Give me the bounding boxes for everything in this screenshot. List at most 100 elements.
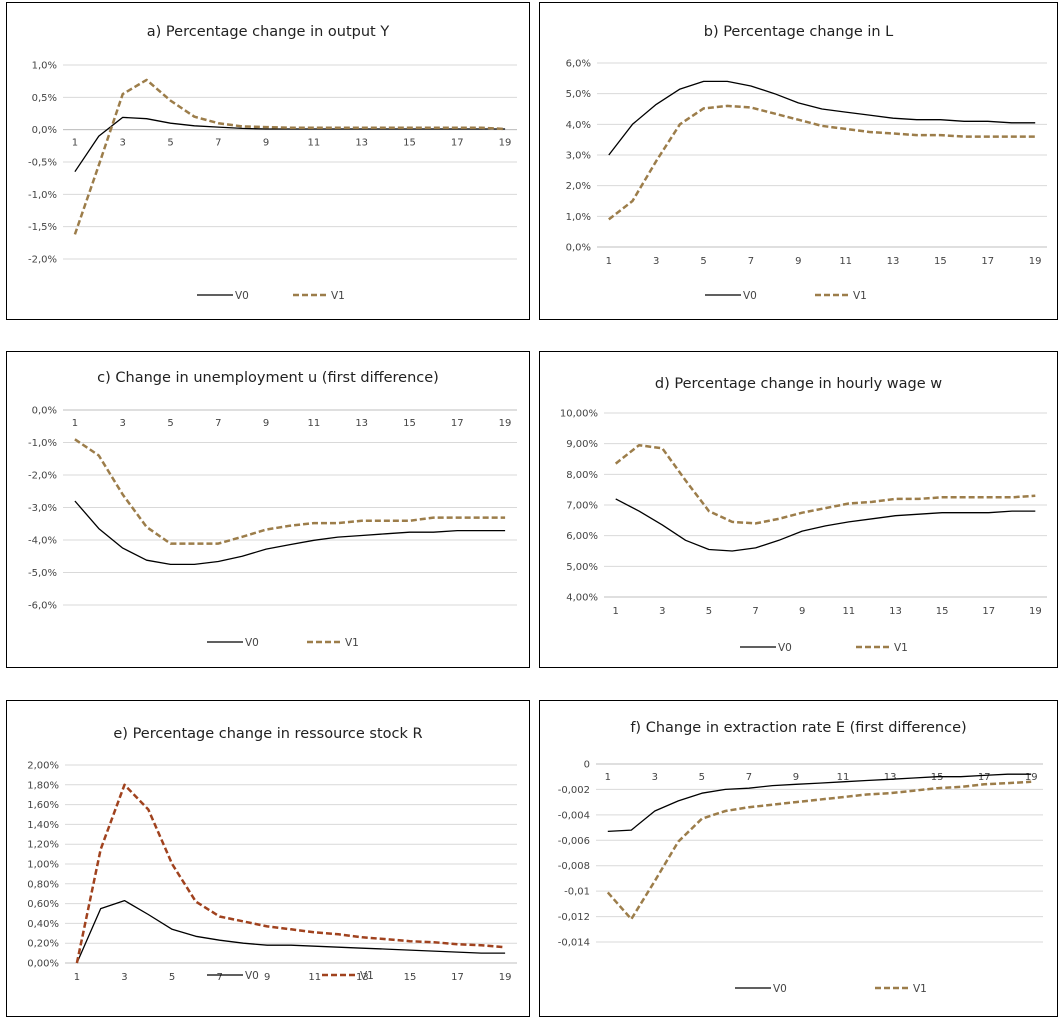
chart-title: c) Change in unemployment u (first diffe…: [97, 370, 439, 386]
x-tick-label: 9: [263, 138, 269, 149]
x-tick-label: 1: [612, 606, 618, 617]
y-tick-label: 0,0%: [32, 125, 57, 136]
y-tick-label: 1,0%: [32, 61, 57, 72]
y-tick-label: 6,00%: [566, 531, 598, 542]
chart-panel-d: d) Percentage change in hourly wage w 10,…: [539, 351, 1058, 668]
x-tick-label: 13: [355, 138, 368, 149]
legend-label-v1: V1: [345, 637, 359, 649]
x-tick-label: 3: [652, 772, 658, 783]
x-tick-label: 11: [308, 418, 321, 429]
y-tick-label: 2,0%: [566, 181, 591, 192]
x-tick-label: 1: [605, 772, 611, 783]
y-tick-label: -1,5%: [28, 222, 57, 233]
y-tick-label: 1,60%: [27, 800, 59, 811]
chart-d: d) Percentage change in hourly wage w 10,…: [560, 376, 1047, 654]
x-tick-label: 5: [706, 606, 712, 617]
chart-c: c) Change in unemployment u (first diffe…: [28, 370, 517, 649]
chart-title: f) Change in extraction rate E (first di…: [630, 720, 966, 736]
y-tick-label: -5,0%: [28, 568, 57, 579]
x-tick-label: 3: [121, 972, 127, 983]
x-tick-label: 1: [74, 972, 80, 983]
y-tick-label: 0,0%: [32, 406, 57, 417]
legend-label-v1: V1: [853, 290, 867, 302]
x-tick-label: 11: [839, 256, 852, 267]
y-tick-label: 0: [584, 760, 590, 771]
x-tick-label: 19: [499, 418, 512, 429]
x-tick-label: 7: [216, 972, 222, 983]
x-tick-label: 17: [981, 256, 994, 267]
x-tick-label: 7: [215, 418, 221, 429]
chart-title: b) Percentage change in L: [704, 24, 894, 40]
series-line-v0: [74, 500, 506, 566]
y-tick-label: 0,60%: [27, 899, 59, 910]
y-tick-label: -1,0%: [28, 190, 57, 201]
x-tick-label: 19: [499, 972, 512, 983]
x-tick-label: 5: [167, 138, 173, 149]
y-tick-label: -0,002: [558, 785, 590, 796]
x-tick-label: 9: [793, 772, 799, 783]
x-tick-label: 7: [752, 606, 758, 617]
x-tick-label: 5: [700, 256, 706, 267]
legend-label-v0: V0: [235, 290, 249, 302]
x-tick-label: 19: [1029, 256, 1042, 267]
chart-e: e) Percentage change in ressource stock …: [27, 726, 517, 983]
series-line-v1: [606, 780, 1032, 921]
x-tick-label: 5: [699, 772, 705, 783]
x-tick-label: 17: [451, 418, 464, 429]
x-tick-label: 15: [404, 972, 417, 983]
series-line-v0: [608, 80, 1036, 156]
y-tick-label: -2,0%: [28, 471, 57, 482]
series-line-v0: [615, 498, 1036, 552]
x-tick-label: 9: [795, 256, 801, 267]
y-tick-label: -0,01: [564, 887, 590, 898]
x-tick-label: 7: [746, 772, 752, 783]
y-tick-label: -0,004: [558, 810, 590, 821]
y-tick-label: -2,0%: [28, 255, 57, 266]
legend-label-v1: V1: [331, 290, 345, 302]
y-tick-label: 7,00%: [566, 501, 598, 512]
x-tick-label: 19: [499, 138, 512, 149]
x-tick-label: 13: [356, 972, 369, 983]
x-tick-label: 15: [403, 138, 416, 149]
x-tick-label: 15: [931, 772, 944, 783]
chart-title: d) Percentage change in hourly wage w: [655, 376, 942, 392]
x-tick-label: 17: [978, 772, 991, 783]
x-tick-label: 9: [799, 606, 805, 617]
series-line-v0: [76, 899, 506, 964]
y-tick-label: -4,0%: [28, 536, 57, 547]
x-tick-label: 5: [169, 972, 175, 983]
chart-title: e) Percentage change in ressource stock …: [113, 726, 422, 742]
y-tick-label: 1,20%: [27, 840, 59, 851]
y-tick-label: 5,00%: [566, 562, 598, 573]
series-line-v0: [607, 773, 1032, 833]
x-tick-label: 11: [837, 772, 850, 783]
chart-a: a) Percentage change in output Y 1,0% 0,5%…: [28, 24, 517, 302]
chart-title: a) Percentage change in output Y: [147, 24, 390, 40]
y-tick-label: 0,00%: [27, 959, 59, 970]
x-tick-label: 13: [884, 772, 897, 783]
y-tick-label: 0,20%: [27, 939, 59, 950]
y-tick-label: -0,008: [558, 861, 590, 872]
y-tick-label: -0,012: [558, 912, 590, 923]
y-tick-label: 8,00%: [566, 470, 598, 481]
x-tick-label: 13: [889, 606, 902, 617]
legend-label-v1: V1: [360, 970, 374, 982]
y-tick-label: 5,0%: [566, 89, 591, 100]
chart-panel-c: c) Change in unemployment u (first diffe…: [6, 351, 530, 668]
y-tick-label: 4,0%: [566, 120, 591, 131]
x-tick-label: 11: [308, 138, 321, 149]
legend-label-v0: V0: [245, 970, 259, 982]
x-tick-label: 17: [451, 138, 464, 149]
x-tick-label: 7: [748, 256, 754, 267]
x-tick-label: 3: [120, 138, 126, 149]
y-tick-label: 1,80%: [27, 780, 59, 791]
legend-label-v0: V0: [743, 290, 757, 302]
x-tick-label: 19: [1029, 606, 1042, 617]
x-tick-label: 1: [606, 256, 612, 267]
x-tick-label: 7: [215, 138, 221, 149]
x-tick-label: 5: [167, 418, 173, 429]
x-tick-label: 11: [842, 606, 855, 617]
x-tick-label: 1: [72, 138, 78, 149]
series-line-v1: [75, 783, 506, 964]
y-tick-label: -0,006: [558, 836, 590, 847]
